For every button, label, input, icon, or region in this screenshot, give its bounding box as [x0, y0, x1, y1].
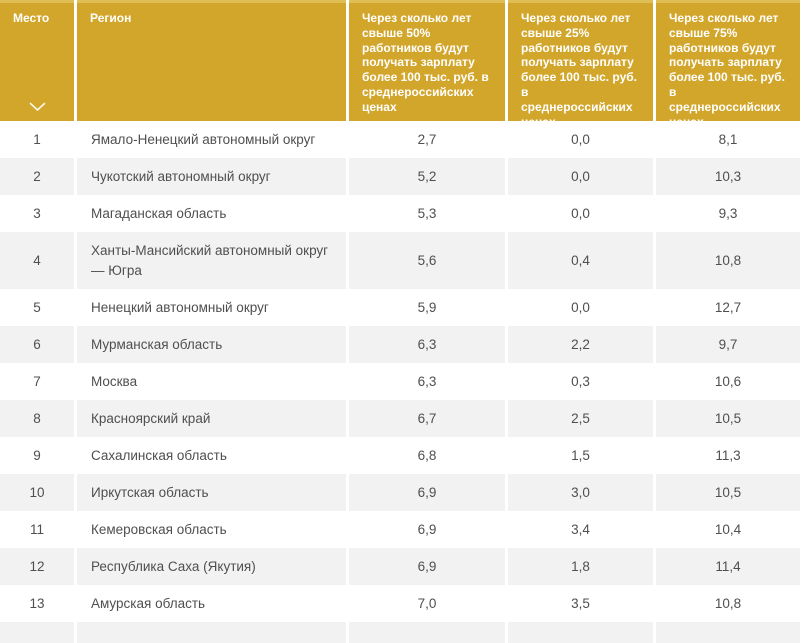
cell-years-50 [349, 622, 505, 643]
table-row: 9 Сахалинская область 6,8 1,5 11,3 [0, 437, 800, 474]
cell-years-50: 6,3 [349, 326, 505, 363]
table-row: 12 Республика Саха (Якутия) 6,9 1,8 11,4 [0, 548, 800, 585]
cell-place: 9 [33, 447, 41, 463]
cell-years-25: 2,2 [508, 326, 653, 363]
chevron-down-icon[interactable] [29, 102, 46, 112]
cell-place: 4 [0, 232, 74, 289]
cell-years-50: 6,7 [349, 400, 505, 437]
cell-region: Республика Саха (Якутия) [77, 548, 346, 585]
column-header-years-75pct[interactable]: Через сколько лет свыше 75% работников б… [656, 0, 800, 121]
cell-years-75: 10,3 [656, 158, 800, 195]
cell-region: Ямало-Ненецкий автономный округ [91, 131, 316, 147]
cell-years-75: 10,5 [656, 474, 800, 511]
cell-years-25 [508, 622, 653, 643]
cell-place [0, 622, 74, 643]
table-header: Место Регион Через сколько лет свыше 50%… [0, 0, 800, 121]
cell-region: Мурманская область [77, 326, 346, 363]
cell-years-50: 6,3 [417, 373, 437, 389]
column-header-years-50pct[interactable]: Через сколько лет свыше 50% работников б… [349, 0, 505, 121]
cell-years-50: 6,8 [417, 447, 437, 463]
column-header-region-label: Регион [90, 11, 132, 25]
cell-region: Амурская область [91, 595, 206, 611]
cell-years-50: 5,2 [349, 158, 505, 195]
cell-years-75: 10,5 [656, 400, 800, 437]
cell-years-50: 2,7 [417, 131, 437, 147]
cell-region: Ненецкий автономный округ [91, 299, 269, 315]
cell-years-50: 5,9 [417, 299, 437, 315]
table-row: 11 Кемеровская область 6,9 3,4 10,4 [0, 511, 800, 548]
table-body: 1 Ямало-Ненецкий автономный округ 2,7 0,… [0, 121, 804, 622]
cell-place: 2 [0, 158, 74, 195]
cell-years-25: 3,5 [571, 595, 590, 611]
table-row: 4 Ханты-Мансийский автономный округ — Юг… [0, 232, 800, 289]
cell-years-50: 5,6 [349, 232, 505, 289]
column-header-place-label: Место [13, 11, 50, 25]
cell-years-75: 12,7 [714, 299, 742, 315]
cell-place: 1 [33, 131, 41, 147]
cell-place: 12 [0, 548, 74, 585]
cell-years-50: 6,9 [349, 474, 505, 511]
cell-years-75: 10,6 [714, 373, 742, 389]
cell-place: 13 [29, 595, 45, 611]
cell-region: Москва [91, 373, 138, 389]
table-row: 8 Красноярский край 6,7 2,5 10,5 [0, 400, 800, 437]
table-row: 6 Мурманская область 6,3 2,2 9,7 [0, 326, 800, 363]
table-row-partial [0, 622, 800, 643]
cell-years-75: 10,4 [714, 521, 742, 537]
cell-place: 3 [33, 205, 41, 221]
table-row: 2 Чукотский автономный округ 5,2 0,0 10,… [0, 158, 800, 195]
cell-years-25: 3,0 [508, 474, 653, 511]
cell-years-75: 11,3 [715, 447, 741, 463]
table-row: 1 Ямало-Ненецкий автономный округ 2,7 0,… [0, 121, 800, 158]
column-header-years-75pct-label: Через сколько лет свыше 75% работников б… [669, 11, 786, 121]
table-row: 5 Ненецкий автономный округ 5,9 0,0 12,7 [0, 289, 800, 326]
cell-region: Красноярский край [77, 400, 346, 437]
cell-place: 5 [33, 299, 41, 315]
cell-years-75: 8,1 [718, 131, 738, 147]
cell-region: Кемеровская область [91, 521, 227, 537]
cell-years-25: 0,0 [571, 131, 590, 147]
cell-years-75 [656, 622, 800, 643]
cell-years-75: 10,8 [656, 232, 800, 289]
cell-years-25: 0,0 [571, 205, 590, 221]
cell-region: Иркутская область [77, 474, 346, 511]
cell-years-50: 6,9 [417, 521, 437, 537]
cell-years-25: 1,8 [508, 548, 653, 585]
cell-region: Ханты-Мансийский автономный округ — Югра [77, 232, 346, 289]
cell-years-25: 1,5 [571, 447, 590, 463]
cell-years-25: 0,3 [571, 373, 590, 389]
cell-years-75: 10,8 [714, 595, 742, 611]
cell-region [77, 622, 346, 643]
cell-years-25: 2,5 [508, 400, 653, 437]
cell-years-50: 7,0 [417, 595, 437, 611]
cell-years-25: 0,4 [508, 232, 653, 289]
table-row: 10 Иркутская область 6,9 3,0 10,5 [0, 474, 800, 511]
cell-years-25: 3,4 [571, 521, 590, 537]
column-header-years-50pct-label: Через сколько лет свыше 50% работников б… [362, 11, 489, 114]
column-header-years-25pct[interactable]: Через сколько лет свыше 25% работников б… [508, 0, 653, 121]
column-header-region[interactable]: Регион [77, 0, 346, 121]
cell-region: Магаданская область [91, 205, 227, 221]
cell-place: 10 [0, 474, 74, 511]
column-header-place[interactable]: Место [0, 0, 74, 121]
table-row: 7 Москва 6,3 0,3 10,6 [0, 363, 800, 400]
cell-place: 7 [33, 373, 41, 389]
cell-place: 11 [29, 521, 44, 537]
cell-years-75: 11,4 [656, 548, 800, 585]
table-row: 3 Магаданская область 5,3 0,0 9,3 [0, 195, 800, 232]
cell-years-50: 6,9 [349, 548, 505, 585]
cell-years-50: 5,3 [417, 205, 437, 221]
cell-place: 8 [0, 400, 74, 437]
cell-years-75: 9,7 [656, 326, 800, 363]
cell-years-25: 0,0 [508, 158, 653, 195]
column-header-years-25pct-label: Через сколько лет свыше 25% работников б… [521, 11, 638, 121]
cell-region: Чукотский автономный округ [77, 158, 346, 195]
cell-years-75: 9,3 [718, 205, 738, 221]
cell-years-25: 0,0 [571, 299, 590, 315]
cell-region: Сахалинская область [91, 447, 227, 463]
table-row: 13 Амурская область 7,0 3,5 10,8 [0, 585, 800, 622]
cell-place: 6 [0, 326, 74, 363]
